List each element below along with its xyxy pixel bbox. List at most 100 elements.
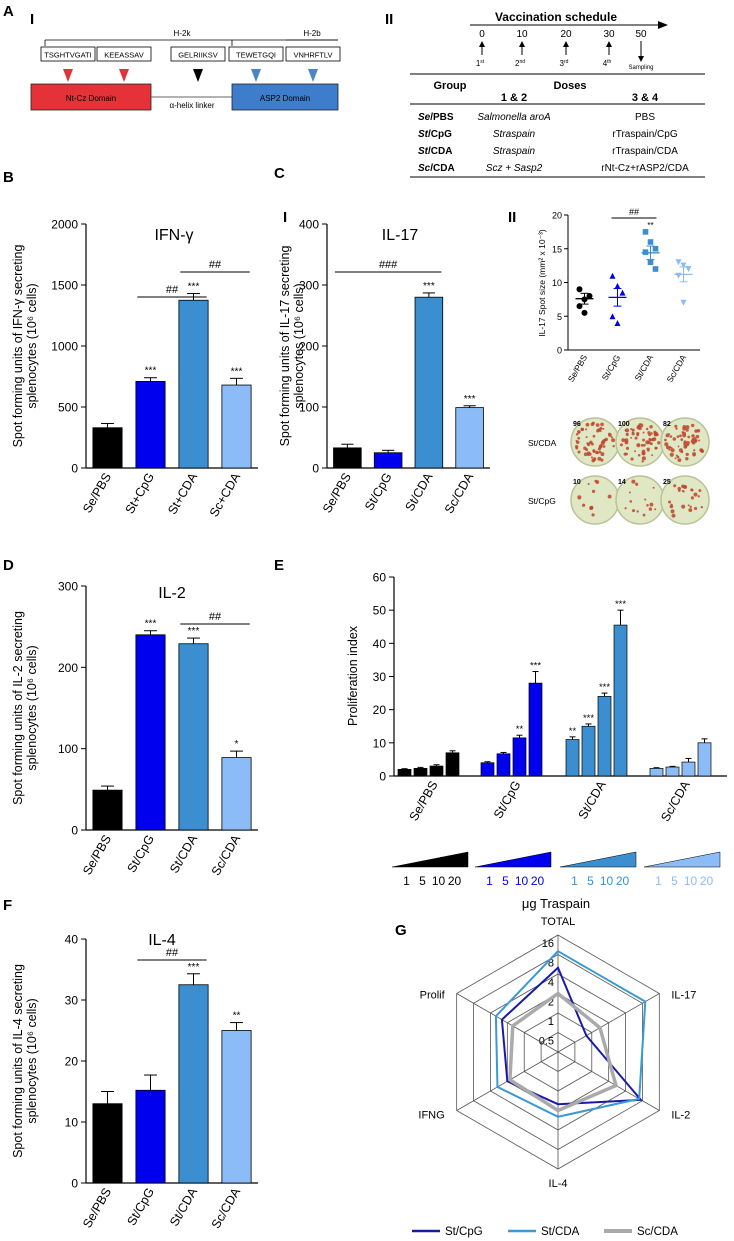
dose-suffix: th <box>607 59 611 65</box>
spot <box>673 484 677 488</box>
epitope-box <box>285 46 341 62</box>
table-row-group: St/CpG <box>418 129 452 140</box>
data-point <box>685 266 692 272</box>
spot <box>642 431 645 434</box>
spot <box>625 432 629 437</box>
data-point <box>652 245 659 252</box>
spot <box>580 427 584 432</box>
radar-ring-label: 0.5 <box>539 1036 554 1048</box>
spot <box>625 446 630 450</box>
spot <box>687 435 691 439</box>
spot <box>575 446 579 450</box>
epitope-label: TSGHTVGATI <box>44 51 91 60</box>
y-axis-label: Spot forming units of IL-2 secreting <box>11 611 25 805</box>
significance-label: *** <box>188 282 200 293</box>
y-tick-label: 0 <box>557 346 562 356</box>
x-tick-label: St/CDA <box>403 470 436 514</box>
x-tick-label: St/CpG <box>124 833 157 876</box>
y-tick-label: 400 <box>299 218 319 232</box>
spot <box>698 439 701 442</box>
spot <box>693 492 698 497</box>
spot <box>611 438 616 443</box>
panel-letter-c: C <box>274 165 285 182</box>
bar <box>480 762 495 777</box>
spot <box>680 450 684 454</box>
bar <box>429 765 444 777</box>
bar <box>397 769 412 777</box>
epitope-label: VNHRFTLV <box>293 51 332 60</box>
x-tick-label: Se/PBS <box>80 833 114 878</box>
epitope-arrow-icon <box>63 69 73 82</box>
significance-label: *** <box>464 394 476 405</box>
x-tick-label: St/CDA <box>167 832 200 876</box>
bar <box>414 296 444 469</box>
data-point <box>680 299 687 306</box>
significance-label: * <box>235 739 239 750</box>
dose-tick-label: 1 <box>571 874 578 888</box>
spot <box>635 482 639 486</box>
y-tick-label: 0 <box>71 462 78 476</box>
spot <box>683 440 687 444</box>
table-row-doses-34: rNt-Cz+rASP2/CDA <box>601 163 689 174</box>
chart-title: IFN-γ <box>154 227 193 244</box>
bar <box>135 634 166 831</box>
spot <box>634 436 638 440</box>
radar-axis-label: IL-17 <box>671 990 696 1002</box>
spot <box>693 437 697 441</box>
table-row-doses-12: Scz + Sasp2 <box>486 163 543 174</box>
dose-tick-label: 5 <box>587 874 594 888</box>
spot <box>604 437 608 442</box>
panel-letter-g: G <box>395 922 407 939</box>
significance-label: *** <box>583 713 594 724</box>
radar-spoke <box>557 993 660 1053</box>
spot <box>669 504 674 509</box>
spot <box>602 445 606 448</box>
data-point <box>619 289 626 296</box>
well-count-label: 10 <box>573 479 581 486</box>
spot <box>675 454 678 457</box>
spot <box>697 495 700 498</box>
spot <box>590 456 593 459</box>
dose-number-label: 2nd <box>515 59 525 68</box>
data-point <box>614 282 621 289</box>
data-point <box>576 303 583 310</box>
group-species: St <box>418 146 429 157</box>
spot <box>647 431 651 435</box>
radar-ring-label: 16 <box>542 938 554 950</box>
spot <box>631 432 635 436</box>
bar <box>178 643 209 831</box>
x-tick-label: St/CpG <box>362 471 395 514</box>
spot <box>583 446 587 450</box>
significance-label: *** <box>231 366 243 377</box>
panel-letter-a: A <box>3 3 14 20</box>
spot <box>629 500 633 503</box>
spot <box>657 441 661 445</box>
spot <box>641 449 646 454</box>
spot <box>631 479 636 484</box>
y-axis-label: splenocytes (10⁶ cells) <box>25 645 39 770</box>
spot <box>694 440 697 443</box>
spot <box>685 457 689 461</box>
spot <box>680 438 684 442</box>
dose-tick-label: 1 <box>486 874 493 888</box>
epitope-arrow-icon <box>308 69 318 82</box>
spot <box>624 440 629 445</box>
spot <box>640 443 644 447</box>
significance-label: *** <box>530 661 541 672</box>
spot <box>585 428 588 431</box>
y-tick-label: 200 <box>299 340 319 354</box>
data-point <box>680 262 687 269</box>
spot <box>693 506 698 511</box>
spot <box>623 452 627 456</box>
spot <box>634 450 637 453</box>
radar-ring-label: 2 <box>548 997 554 1009</box>
data-point <box>642 229 649 235</box>
spot <box>600 422 604 427</box>
bar <box>92 1103 123 1184</box>
spot <box>587 482 590 486</box>
y-axis-label: Spot forming units of IL-4 secreting <box>11 964 25 1158</box>
spot <box>583 452 588 457</box>
spot <box>645 427 649 431</box>
sampling-label: Sampling <box>628 65 653 71</box>
group-adjuvant: /PBS <box>430 112 454 123</box>
